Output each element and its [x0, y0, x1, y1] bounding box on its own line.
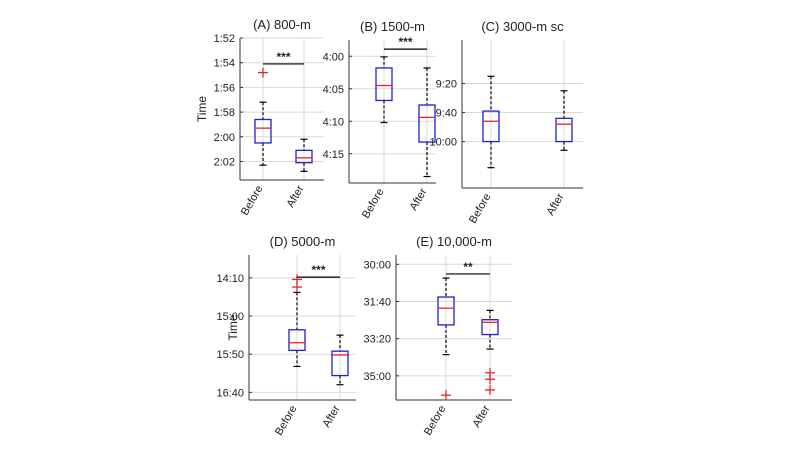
y-tick-label: 4:05 — [323, 84, 344, 96]
y-tick-label: 31:40 — [363, 296, 391, 308]
panel-title: (E) 10,000-m — [416, 234, 492, 249]
box-iqr — [481, 319, 499, 336]
y-tick-label: 35:00 — [363, 371, 391, 383]
x-tick-label: Before — [239, 184, 266, 218]
x-tick-label: Before — [360, 187, 387, 221]
y-tick-label: 14:10 — [216, 273, 244, 285]
panel-0: 1:52 1:54 1:56 1:58 2:00 2:02 (A) 800-m Time Bef… — [195, 17, 324, 218]
y-tick-label: 1:54 — [214, 58, 235, 70]
x-tick-label: Before — [467, 192, 494, 226]
y-tick-label: 4:15 — [323, 149, 344, 161]
box-iqr — [254, 118, 272, 144]
panel-2: 9:20 9:40 10:00 (C) 3000-m sc Before After — [429, 19, 583, 226]
panel-4: 30:00 31:40 33:20 35:00 (E) 10,000-m Before Af… — [363, 234, 512, 438]
outlier-marker — [441, 390, 451, 401]
outlier-marker — [292, 282, 302, 293]
y-tick-label: 16:40 — [216, 387, 244, 399]
y-tick-label: 9:40 — [436, 108, 457, 120]
box-iqr — [418, 104, 436, 143]
outlier-marker — [485, 384, 495, 395]
significance-label: *** — [311, 263, 325, 277]
outlier-marker — [258, 67, 268, 78]
box-iqr — [555, 117, 573, 143]
y-tick-label: 2:02 — [214, 156, 235, 168]
y-tick-label: 1:56 — [214, 82, 235, 94]
x-tick-label: After — [471, 403, 493, 429]
y-tick-label: 2:00 — [214, 132, 235, 144]
x-tick-label: After — [408, 186, 430, 212]
y-tick-label: 1:52 — [214, 33, 235, 45]
y-tick-label: 4:00 — [323, 51, 344, 63]
box-iqr — [288, 329, 306, 352]
panel-title: (B) 1500-m — [360, 19, 425, 34]
x-tick-label: After — [321, 403, 343, 429]
box-iqr — [295, 149, 313, 164]
y-tick-label: 10:00 — [429, 137, 457, 149]
y-tick-label: 15:00 — [216, 311, 244, 323]
panel-title: (C) 3000-m sc — [481, 19, 564, 34]
panel-title: (A) 800-m — [253, 17, 311, 32]
box-iqr — [482, 110, 500, 143]
significance-label: *** — [398, 35, 412, 49]
y-axis-label: Time — [195, 96, 209, 123]
y-tick-label: 9:20 — [436, 79, 457, 91]
panel-1: 4:00 4:05 4:10 4:15 (B) 1500-m Before After *** — [323, 19, 436, 221]
box-iqr — [375, 67, 393, 102]
box-iqr — [437, 296, 455, 326]
x-tick-label: Before — [273, 404, 300, 438]
x-tick-label: After — [545, 191, 567, 217]
y-axis-label: Time — [226, 314, 240, 341]
y-tick-label: 33:20 — [363, 334, 391, 346]
panel-title: (D) 5000-m — [270, 234, 336, 249]
panel-3: 14:10 15:00 15:50 16:40 (D) 5000-m Time Before… — [216, 234, 356, 438]
y-tick-label: 4:10 — [323, 116, 344, 128]
x-tick-label: After — [285, 183, 307, 209]
outlier-marker — [485, 374, 495, 385]
significance-label: ** — [463, 260, 473, 274]
y-tick-label: 1:58 — [214, 107, 235, 119]
significance-label: *** — [276, 50, 290, 64]
x-tick-label: Before — [422, 404, 449, 438]
box-iqr — [331, 350, 349, 377]
y-tick-label: 15:50 — [216, 349, 244, 361]
y-tick-label: 30:00 — [363, 259, 391, 271]
